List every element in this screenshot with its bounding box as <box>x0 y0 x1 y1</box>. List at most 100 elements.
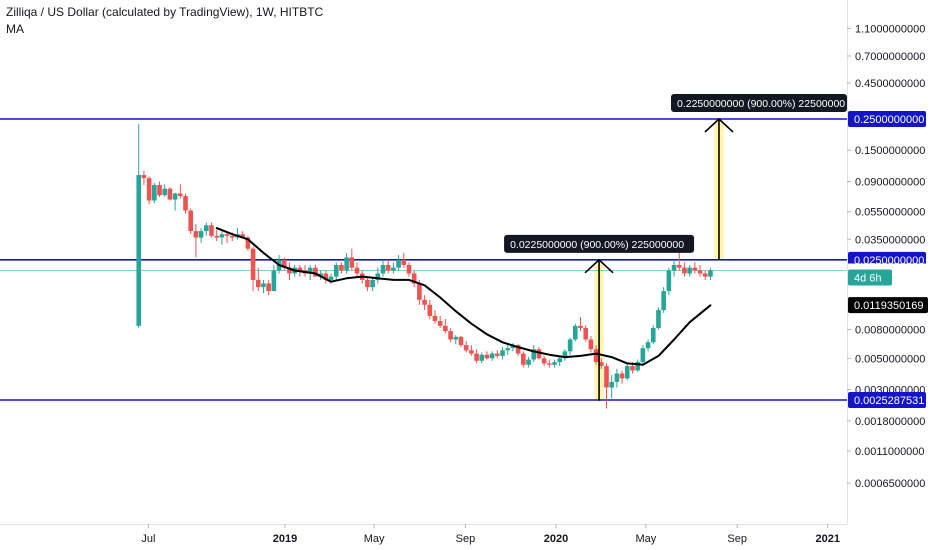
candle-body <box>396 259 401 268</box>
candle-body <box>505 348 511 351</box>
measure-label: 0.2250000000 (900.00%) 22500000 <box>671 94 847 112</box>
y-tick-label: 0.0018000000 <box>855 416 925 428</box>
candle-body <box>495 353 500 356</box>
candle-body <box>588 339 594 350</box>
x-tick-label: May <box>364 533 385 545</box>
level-price-tag-text: 0.0025287531 <box>854 395 924 407</box>
candle-body <box>609 381 614 388</box>
candle-body <box>152 184 157 201</box>
candle-body <box>333 264 339 277</box>
ma-price-tag <box>848 297 928 314</box>
measure-label-box <box>504 234 695 253</box>
countdown-tag <box>848 269 892 286</box>
candle-body <box>245 237 251 249</box>
x-tick-label: 2019 <box>273 533 297 545</box>
candle-body <box>521 353 526 365</box>
countdown-text: 4d 6h <box>854 273 882 285</box>
candle-body <box>666 270 672 292</box>
measure-arrow-head <box>584 258 614 274</box>
measure-label-text: 0.2250000000 (900.00%) 22500000 <box>677 98 845 110</box>
candle-body <box>547 363 552 365</box>
level-price-tag <box>848 111 926 127</box>
candle-body <box>541 358 547 364</box>
candle-body <box>489 353 495 359</box>
candle-body <box>344 257 349 271</box>
candle-body <box>484 354 490 359</box>
candle-body <box>562 351 568 359</box>
x-tick-label: Sep <box>456 533 476 545</box>
x-tick-label: 2021 <box>816 533 840 545</box>
candle-body <box>255 279 261 288</box>
y-tick-label: 1.1000000000 <box>855 23 925 35</box>
candle-body <box>500 350 505 356</box>
candle-body <box>598 362 604 367</box>
candle-body <box>526 359 531 365</box>
candle-body <box>630 366 635 371</box>
y-tick-label: 0.4500000000 <box>855 78 925 90</box>
candle-body <box>453 336 459 340</box>
chart-title: Zilliqa / US Dollar (calculated by Tradi… <box>6 5 324 19</box>
candle-body <box>422 299 427 305</box>
candle-body <box>287 267 292 274</box>
candle-body <box>229 235 235 238</box>
y-tick-label: 0.0011000000 <box>855 446 925 458</box>
candle-body <box>624 366 630 379</box>
candle-body <box>380 264 386 274</box>
candle-body <box>411 273 417 284</box>
y-tick-label: 0.0900000000 <box>855 176 925 188</box>
y-tick-label: 0.0006500000 <box>855 478 925 490</box>
candle-body <box>593 349 599 363</box>
candle-body <box>240 234 245 238</box>
ma-price-tag-text: 0.0119350169 <box>854 300 924 312</box>
candle-body <box>261 283 266 288</box>
candle-body <box>432 315 438 321</box>
candle-body <box>427 304 433 316</box>
y-tick-label: 0.0350000000 <box>855 234 925 246</box>
candle-body <box>510 345 516 349</box>
candle-body <box>401 259 407 265</box>
candle-body <box>619 373 625 379</box>
candle-body <box>313 267 318 277</box>
candle-body <box>531 349 537 360</box>
candle-body <box>692 267 698 271</box>
candle-body <box>536 349 542 359</box>
candle-body <box>385 264 391 271</box>
candle-body <box>307 267 313 274</box>
candle-body <box>183 195 188 211</box>
candle-body <box>578 325 583 329</box>
candle-body <box>676 264 682 268</box>
candle-body <box>250 248 256 280</box>
candle-body <box>391 267 396 271</box>
level-price-tag-text: 0.2500000000 <box>854 114 924 126</box>
candle-body <box>443 325 448 332</box>
candle-body <box>656 310 661 329</box>
candle-body <box>437 321 443 326</box>
candle-body <box>604 366 609 388</box>
candle-body <box>188 210 194 232</box>
candle-body <box>141 175 147 179</box>
candle-body <box>417 283 422 300</box>
candle-body <box>479 354 485 361</box>
candle-body <box>640 348 646 363</box>
y-tick-label: 0.0080000000 <box>855 325 925 337</box>
candle-body <box>557 358 563 363</box>
candle-body <box>645 342 651 349</box>
candle-body <box>406 264 412 274</box>
candle-body <box>448 331 453 340</box>
x-tick-label: May <box>635 533 656 545</box>
candle-body <box>203 225 209 232</box>
candle-body <box>469 350 474 354</box>
measure-label-box <box>671 94 847 112</box>
candle-body <box>635 362 640 371</box>
candle-body <box>650 328 656 343</box>
y-tick-label: 0.7000000000 <box>855 51 925 63</box>
candle-body <box>567 339 573 352</box>
candle-body <box>157 184 162 196</box>
candle-body <box>146 178 152 201</box>
candle-body <box>214 235 219 238</box>
candle-body <box>318 273 323 277</box>
candle-body <box>515 345 521 354</box>
indicator-label[interactable]: MA <box>6 22 24 36</box>
